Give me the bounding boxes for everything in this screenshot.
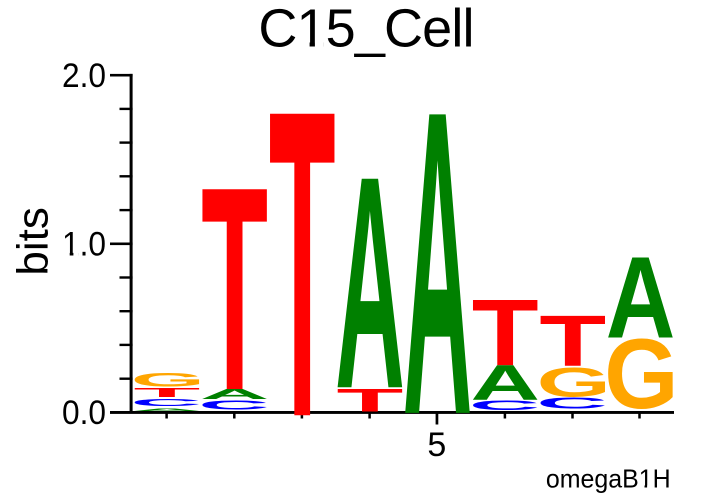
svg-text:C: C [131, 397, 202, 408]
svg-text:A: A [132, 408, 202, 412]
svg-text:G: G [131, 369, 205, 391]
svg-text:1.0: 1.0 [62, 226, 106, 264]
svg-text:G: G [537, 358, 611, 405]
svg-text:C: C [537, 395, 608, 412]
svg-text:T: T [269, 19, 336, 496]
svg-text:A: A [470, 355, 540, 410]
svg-text:2.0: 2.0 [62, 57, 106, 95]
svg-text:0.0: 0.0 [62, 394, 106, 432]
svg-text:A: A [335, 114, 404, 452]
svg-text:T: T [201, 126, 268, 452]
svg-text:A: A [200, 385, 269, 402]
svg-text:A: A [606, 233, 675, 362]
svg-text:T: T [337, 382, 404, 418]
svg-text:T: T [539, 301, 606, 382]
svg-text:C15_Cell: C15_Cell [258, 0, 473, 58]
svg-text:T: T [134, 385, 201, 400]
svg-text:T: T [472, 279, 539, 385]
svg-text:5: 5 [427, 426, 446, 464]
svg-text:C: C [198, 397, 269, 412]
svg-text:A: A [403, 21, 473, 496]
svg-text:omegaB1H: omegaB1H [546, 464, 671, 494]
svg-text:G: G [604, 318, 678, 429]
svg-text:C: C [469, 397, 540, 413]
svg-text:bits: bits [9, 207, 58, 275]
